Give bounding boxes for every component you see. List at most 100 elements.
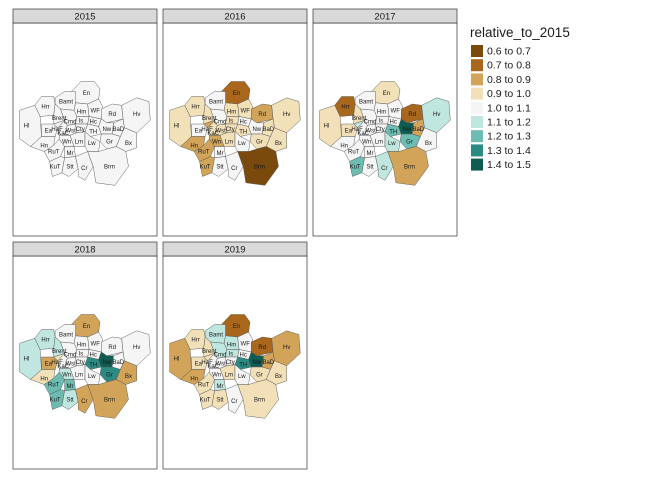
legend-key	[471, 59, 483, 72]
borough-label-th: TH	[239, 130, 247, 136]
borough-label-nw: Nw	[102, 127, 111, 133]
borough-label-gr: Gr	[106, 140, 113, 146]
borough-label-wf: WF	[91, 341, 101, 347]
borough-label-haf: HaF	[351, 127, 363, 133]
borough-label-wst: Wst	[366, 128, 377, 134]
borough-label-hn: Hn	[190, 376, 198, 382]
borough-label-lm: Lm	[75, 373, 83, 379]
borough-haf	[53, 353, 65, 362]
borough-hn	[30, 369, 56, 385]
borough-label-bx: Bx	[275, 374, 282, 380]
borough-label-en: En	[233, 91, 240, 97]
borough-label-bx: Bx	[125, 374, 132, 380]
legend-key	[471, 87, 483, 100]
borough-label-is: Is	[79, 118, 84, 124]
borough-label-stt: Stt	[366, 165, 374, 171]
facet-strip-label: 2018	[74, 245, 95, 256]
borough-label-th: TH	[239, 363, 247, 369]
legend-label: 1.3 to 1.4	[487, 145, 531, 157]
borough-label-hn: Hn	[340, 143, 348, 149]
borough-label-rut: RuT	[198, 150, 210, 156]
borough-label-bad: BaD	[412, 127, 424, 133]
borough-brm	[87, 146, 129, 186]
borough-ea	[41, 356, 59, 370]
borough-label-wst: Wst	[66, 361, 77, 367]
legend-label: 0.9 to 1.0	[487, 88, 531, 100]
borough-label-lw: Lw	[88, 141, 96, 147]
borough-brm	[237, 379, 279, 419]
borough-label-rd: Rd	[108, 345, 116, 351]
legend-key	[471, 130, 483, 143]
borough-label-hn: Hn	[40, 143, 48, 149]
legend-key	[471, 45, 483, 57]
borough-label-wn: Wn	[212, 373, 221, 379]
borough-label-kut: KuT	[200, 165, 211, 171]
borough-label-wn: Wn	[62, 373, 71, 379]
borough-label-cmd: Cmd	[214, 120, 227, 126]
borough-label-wst: Wst	[216, 361, 227, 367]
borough-label-kut: KuT	[350, 165, 361, 171]
borough-label-th: TH	[89, 130, 97, 136]
borough-label-is: Is	[229, 118, 234, 124]
legend-key	[471, 116, 483, 128]
borough-label-rd: Rd	[258, 345, 266, 351]
legend-label: 0.7 to 0.8	[487, 60, 531, 72]
facet-strip-label: 2019	[224, 245, 245, 256]
borough-label-brent: Brent	[352, 116, 367, 122]
legend-key	[471, 101, 483, 114]
legend-label: 1.1 to 1.2	[487, 117, 531, 129]
borough-label-rut: RuT	[198, 383, 210, 389]
borough-label-is: Is	[79, 351, 84, 357]
borough-label-mr: Mr	[67, 384, 74, 390]
borough-label-wn: Wn	[62, 140, 71, 146]
borough-label-stt: Stt	[66, 165, 74, 171]
borough-label-cmd: Cmd	[214, 353, 227, 359]
borough-label-hv: Hv	[133, 345, 140, 351]
borough-label-kac: KaC	[57, 131, 69, 137]
borough-label-is: Is	[229, 351, 234, 357]
borough-label-en: En	[83, 324, 90, 330]
borough-label-lw: Lw	[238, 374, 246, 380]
borough-label-cr: Cr	[81, 399, 87, 405]
borough-label-nw: Nw	[402, 127, 411, 133]
borough-label-nw: Nw	[102, 360, 111, 366]
borough-label-wf: WF	[241, 341, 251, 347]
borough-label-brm: Brm	[404, 165, 415, 171]
borough-label-wst: Wst	[216, 128, 227, 134]
borough-hn	[30, 136, 56, 152]
borough-label-hm: Hm	[77, 110, 86, 116]
legend-items: 0.6 to 0.7 0.7 to 0.8 0.8 to 0.9 0.9 to 1.0…	[471, 45, 531, 171]
borough-hn	[180, 369, 206, 385]
borough-label-kac: KaC	[357, 131, 369, 137]
borough-label-cty: Cty	[76, 127, 85, 133]
borough-brm	[87, 379, 129, 419]
borough-haf	[53, 120, 65, 129]
borough-label-hrr: Hrr	[191, 338, 199, 344]
borough-label-kac: KaC	[207, 364, 219, 370]
borough-label-cty: Cty	[226, 127, 235, 133]
borough-label-hl: Hl	[174, 123, 180, 129]
borough-label-lm: Lm	[75, 140, 83, 146]
borough-label-th: TH	[89, 363, 97, 369]
borough-label-bamt: Bamt	[209, 100, 223, 106]
borough-label-ea: Ea	[345, 128, 353, 134]
borough-label-mr: Mr	[217, 384, 224, 390]
borough-label-gr: Gr	[256, 373, 263, 379]
borough-label-hm: Hm	[77, 343, 86, 349]
borough-label-rd: Rd	[108, 112, 116, 118]
borough-label-ea: Ea	[195, 361, 203, 367]
borough-label-stt: Stt	[66, 398, 74, 404]
legend-label: 0.6 to 0.7	[487, 46, 531, 58]
borough-label-hl: Hl	[174, 356, 180, 362]
borough-haf	[353, 120, 365, 129]
borough-label-lm: Lm	[225, 373, 233, 379]
borough-label-rd: Rd	[258, 112, 266, 118]
legend-key	[471, 158, 483, 171]
borough-label-hn: Hn	[40, 376, 48, 382]
